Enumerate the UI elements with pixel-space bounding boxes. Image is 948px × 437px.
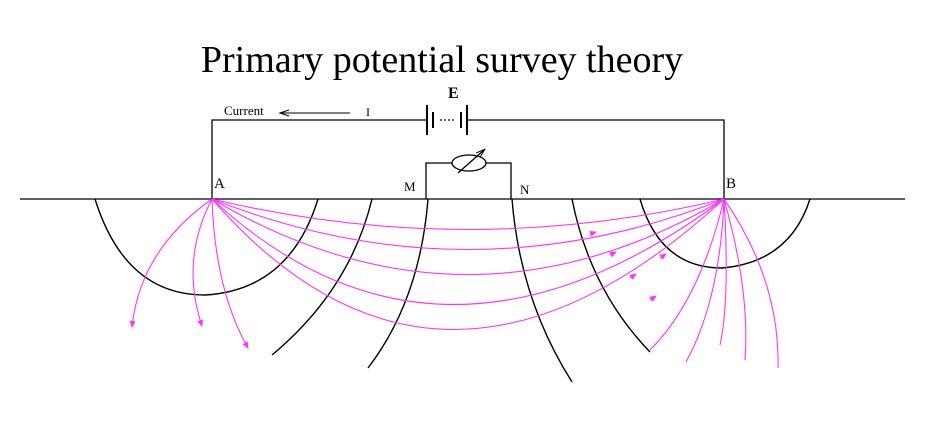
circuit — [211, 105, 725, 199]
source-label: E — [448, 85, 459, 102]
current-lines — [129, 198, 779, 369]
equipotential-lines — [94, 198, 811, 383]
electrode-b: B — [726, 176, 736, 192]
title: Primary potential survey theory — [201, 39, 683, 81]
electrode-m: M — [404, 179, 416, 194]
current-symbol: I — [366, 105, 370, 119]
current-label: Current — [224, 103, 264, 118]
electrode-a: A — [214, 176, 225, 192]
electrode-n: N — [520, 182, 530, 197]
